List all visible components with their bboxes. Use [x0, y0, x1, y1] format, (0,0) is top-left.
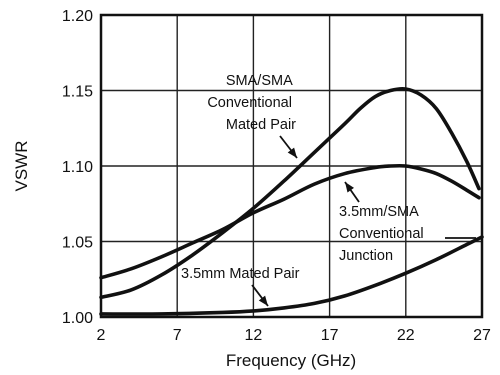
x-axis-label: Frequency (GHz) — [226, 351, 356, 370]
x-tick-label: 17 — [321, 327, 339, 344]
y-tick-label: 1.10 — [62, 159, 93, 176]
annotation-35mm-sma-line-1: 3.5mm/SMA — [339, 204, 419, 220]
series-line-sma-sma — [99, 86, 481, 300]
x-tick-label: 27 — [473, 327, 491, 344]
annotation-sma-sma-line-3: Mated Pair — [226, 117, 296, 133]
y-tick-label: 1.05 — [62, 235, 93, 252]
annotation-leaders — [251, 135, 476, 307]
x-tick-label: 12 — [245, 327, 263, 344]
y-tick-label: 1.20 — [62, 8, 93, 25]
annotation-35mm-sma-line-3: Junction — [339, 248, 393, 264]
y-tick-label: 1.00 — [62, 310, 93, 327]
plot-frame — [99, 13, 484, 319]
annotation-sma-sma: SMA/SMA Conventional Mated Pair — [207, 73, 296, 133]
annotation-sma-sma-line-2: Conventional — [207, 95, 292, 111]
x-tick-label: 2 — [97, 327, 106, 344]
leader-sma-sma-arrowhead — [287, 147, 297, 158]
leader-35mm-mated-arrowhead — [258, 295, 268, 306]
series-lines — [99, 86, 484, 316]
annotation-35mm-mated: 3.5mm Mated Pair — [181, 266, 300, 282]
y-tick-label: 1.15 — [62, 84, 93, 101]
annotation-35mm-sma-line-2: Conventional — [339, 226, 424, 242]
x-tick-label: 7 — [173, 327, 182, 344]
annotation-sma-sma-line-1: SMA/SMA — [226, 73, 293, 89]
series-line-35mm-sma — [99, 163, 481, 280]
y-axis-label: VSWR — [12, 141, 31, 192]
x-tick-label: 22 — [397, 327, 415, 344]
annotation-35mm-sma: 3.5mm/SMA Conventional Junction — [339, 204, 428, 264]
tick-labels: 2 7 12 17 22 271.001.051.101.151.20 — [62, 8, 491, 344]
series-line-35mm-mated — [99, 235, 484, 316]
leader-35mm-sma-arrowhead — [345, 182, 354, 193]
